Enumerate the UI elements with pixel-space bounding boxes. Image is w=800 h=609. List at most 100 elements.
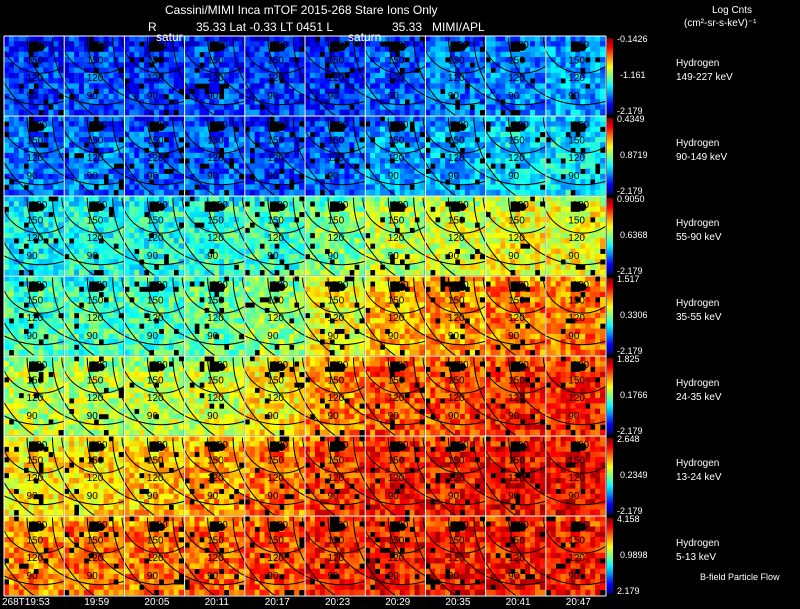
contour-label: 180	[452, 200, 469, 211]
contour-label: 180	[512, 40, 529, 51]
contour-label: 90	[207, 91, 219, 102]
contour-label: 150	[147, 456, 164, 467]
panel-r0-c9: 180 150 120 90	[473, 36, 692, 137]
planet-dot	[157, 443, 166, 452]
contour-arc-1	[508, 277, 657, 346]
panel-r2-c9: 180 150 120 90	[473, 196, 692, 297]
contour-label: 120	[147, 393, 164, 404]
contour-label: 180	[91, 280, 108, 291]
contour-label: 150	[568, 296, 585, 307]
contour-label: 150	[568, 376, 585, 387]
contour-label: 90	[508, 491, 520, 502]
contour-label: 90	[448, 251, 460, 262]
contour-label: 90	[207, 251, 219, 262]
contour-label: 180	[452, 120, 469, 131]
contour-label: 150	[328, 216, 345, 227]
contour-label: 120	[328, 153, 345, 164]
scale-top-1: 0.4349	[617, 114, 645, 124]
color-bar-1	[607, 118, 613, 194]
contour-label: 120	[267, 313, 284, 324]
contour-label: 120	[328, 233, 345, 244]
contour-label: 150	[207, 216, 224, 227]
contour-label: 180	[452, 520, 469, 531]
contour-label: 90	[207, 331, 219, 342]
panel-r3-c8: 180 150 120 90	[413, 276, 632, 377]
contour-label: 120	[267, 153, 284, 164]
body-label-1: satur	[156, 30, 183, 44]
planet-dot	[157, 523, 166, 532]
contour-label: 120	[508, 473, 525, 484]
contour-label: 120	[267, 393, 284, 404]
contour-label: 150	[207, 296, 224, 307]
contour-label: 180	[91, 200, 108, 211]
contour-label: 180	[572, 200, 589, 211]
planet-dot	[337, 123, 346, 132]
planet-dot	[578, 203, 587, 212]
contour-label: 150	[508, 536, 525, 547]
contour-label: 120	[448, 553, 465, 564]
contour-label: 180	[452, 360, 469, 371]
planet-dot	[277, 43, 286, 52]
contour-arc-1	[508, 117, 657, 186]
contour-label: 150	[27, 136, 44, 147]
scale-top-4: 1.825	[617, 354, 640, 364]
color-bar-5	[607, 438, 613, 514]
contour-label: 120	[568, 553, 585, 564]
planet-dot	[518, 283, 527, 292]
panel-r3-c3: 180 150 120 90	[112, 276, 331, 377]
contour-label: 120	[508, 153, 525, 164]
panel-r4-c8: 180 150 120 90	[413, 356, 632, 457]
contour-label: 120	[207, 553, 224, 564]
planet-dot	[36, 203, 45, 212]
contour-label: 90	[27, 411, 39, 422]
contour-arc-0	[542, 517, 623, 554]
planet-dot	[277, 443, 286, 452]
contour-label: 150	[207, 456, 224, 467]
panel-r2-c5: 180 150 120 90	[232, 196, 451, 297]
time-label-3: 20:11	[204, 597, 229, 608]
position-prefix: R	[148, 20, 157, 34]
planet-dot	[96, 523, 105, 532]
planet-dot	[518, 123, 527, 132]
planet-dot	[217, 203, 226, 212]
scale-top-5: 2.648	[617, 434, 640, 444]
contour-label: 180	[91, 360, 108, 371]
color-bar-0	[607, 38, 613, 114]
time-label-9: 20:47	[565, 597, 591, 608]
contour-label: 150	[147, 296, 164, 307]
contour-label: 90	[448, 171, 460, 182]
scale-top-0: -0.1426	[617, 34, 648, 44]
contour-label: 90	[207, 491, 219, 502]
planet-dot	[578, 363, 587, 372]
contour-label: 150	[147, 536, 164, 547]
panel-r4-c6: 180 150 120 90	[292, 356, 511, 457]
contour-label: 180	[392, 200, 409, 211]
contour-label: 120	[328, 553, 345, 564]
panel-r4-c0: 180 150 120 90	[0, 356, 150, 457]
contour-label: 90	[448, 411, 460, 422]
contour-label: 180	[512, 280, 529, 291]
contour-label: 120	[87, 313, 104, 324]
contour-label: 90	[568, 491, 580, 502]
panel-r1-c3: 180 150 120 90	[112, 116, 331, 217]
contour-label: 120	[147, 473, 164, 484]
contour-label: 120	[388, 233, 405, 244]
panel-r4-c9: 180 150 120 90	[473, 356, 692, 457]
scale-bottom-3: -2.179	[617, 346, 643, 356]
contour-label: 150	[27, 216, 44, 227]
legend-title: Log Cnts	[712, 5, 753, 16]
planet-dot	[397, 363, 406, 372]
planet-dot	[217, 523, 226, 532]
contour-label: 90	[207, 411, 219, 422]
planet-dot	[96, 43, 105, 52]
planet-dot	[518, 363, 527, 372]
contour-label: 180	[31, 280, 48, 291]
contour-label: 90	[267, 571, 279, 582]
planet-dot	[518, 203, 527, 212]
contour-label: 120	[388, 393, 405, 404]
scale-top-6: 4.158	[617, 514, 640, 524]
contour-label: 150	[388, 296, 405, 307]
contour-label: 180	[31, 360, 48, 371]
planet-dot	[277, 283, 286, 292]
